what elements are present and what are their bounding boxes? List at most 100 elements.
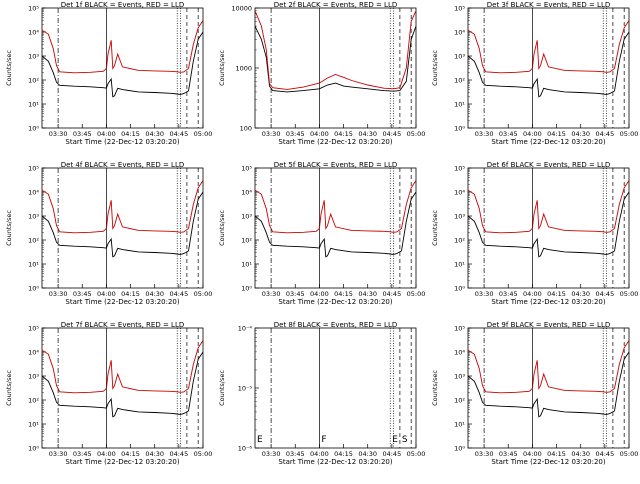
x-axis-label: Start Time (22-Dec-12 03:20:20) [491, 458, 605, 466]
events-series-line [42, 191, 203, 258]
y-tick-label: 10⁵ [28, 5, 39, 13]
det-panel-5: Det 5f BLACK = Events, RED = LLD 10⁰ 10¹ 10… [213, 160, 426, 320]
x-tick-label: 03:45 [286, 290, 305, 298]
events-series-line [42, 351, 203, 418]
x-tick-label: 04:15 [334, 450, 353, 458]
y-tick-label: 10³ [28, 373, 39, 381]
x-tick-label: 04:00 [97, 290, 116, 298]
x-axis-label: Start Time (22-Dec-12 03:20:20) [65, 458, 179, 466]
x-tick-label: 04:00 [310, 450, 329, 458]
y-tick-label: 10⁻⁶ [238, 445, 253, 453]
y-axis-label: Counts/sec [431, 370, 439, 406]
x-tick-label: 04:30 [145, 290, 164, 298]
x-tick-label: 03:30 [49, 130, 68, 138]
y-tick-label: 10⁰ [241, 285, 252, 293]
y-tick-label: 100 [240, 125, 252, 133]
y-tick-label: 10⁰ [28, 125, 39, 133]
x-tick-label: 03:30 [262, 450, 281, 458]
x-axis-label: Start Time (22-Dec-12 03:20:20) [278, 458, 392, 466]
y-tick-label: 10² [454, 397, 465, 405]
det-chart-svg: Det 8f BLACK = Events, RED = LLD 10⁻⁶ 10⁻⁵… [218, 321, 426, 466]
x-tick-label: 04:15 [547, 290, 566, 298]
y-tick-label: 1000 [235, 65, 252, 73]
det-chart-svg: Det 4f BLACK = Events, RED = LLD 10⁰ 10¹ 10… [5, 161, 212, 306]
y-tick-label: 10¹ [28, 421, 39, 429]
y-tick-label: 10¹ [241, 261, 252, 269]
x-tick-label: 03:30 [475, 450, 494, 458]
lld-series-line [42, 180, 203, 234]
y-tick-label: 10⁴ [454, 349, 465, 357]
y-tick-label: 10⁵ [454, 165, 465, 173]
plot-frame [467, 7, 630, 129]
plot-frame [254, 327, 417, 449]
x-tick-label: 04:45 [382, 130, 401, 138]
det-chart-svg: Det 9f BLACK = Events, RED = LLD 10⁰ 10¹ 10… [431, 321, 639, 466]
events-series-line [468, 31, 629, 98]
plot-frame [467, 327, 630, 449]
x-tick-label: 05:00 [620, 450, 639, 458]
x-tick-label: 05:00 [194, 450, 213, 458]
x-tick-label: 03:45 [73, 130, 92, 138]
x-tick-label: 04:45 [595, 130, 614, 138]
x-tick-label: 04:00 [523, 450, 542, 458]
chart-title: Det 5f BLACK = Events, RED = LLD [274, 161, 397, 169]
y-tick-label: 10⁴ [454, 189, 465, 197]
y-tick-label: 10¹ [454, 261, 465, 269]
y-tick-label: 10² [454, 77, 465, 85]
x-tick-label: 04:15 [121, 450, 140, 458]
x-tick-label: 04:00 [523, 130, 542, 138]
x-tick-label: 04:15 [121, 130, 140, 138]
x-tick-label: 03:30 [49, 450, 68, 458]
y-tick-label: 10³ [28, 53, 39, 61]
y-tick-label: 10⁴ [28, 349, 39, 357]
plot-frame [467, 167, 630, 289]
events-series-line [468, 351, 629, 418]
det-chart-svg: Det 7f BLACK = Events, RED = LLD 10⁰ 10¹ 10… [5, 321, 213, 466]
events-series-line [255, 191, 416, 258]
x-tick-label: 04:30 [358, 290, 377, 298]
x-tick-label: 04:00 [310, 130, 329, 138]
y-tick-label: 10⁻⁴ [238, 325, 253, 333]
x-axis-label: Start Time (22-Dec-12 03:20:20) [65, 138, 179, 146]
chart-title: Det 1f BLACK = Events, RED = LLD [61, 1, 184, 9]
y-tick-label: 10⁵ [28, 165, 39, 173]
chart-title: Det 9f BLACK = Events, RED = LLD [487, 321, 610, 329]
y-tick-label: 10² [28, 237, 39, 245]
det-chart-svg: Det 5f BLACK = Events, RED = LLD 10⁰ 10¹ 10… [218, 161, 425, 306]
event-marker-label: F [321, 435, 326, 445]
y-axis-label: Counts/sec [5, 50, 13, 86]
plot-frame [41, 7, 204, 129]
det-panel-4: Det 4f BLACK = Events, RED = LLD 10⁰ 10¹ 10… [0, 160, 213, 320]
x-axis-label: Start Time (22-Dec-12 03:20:20) [278, 298, 392, 306]
y-tick-label: 10⁰ [454, 445, 465, 453]
event-marker-label: S [402, 435, 408, 445]
x-axis-label: Start Time (22-Dec-12 03:20:20) [278, 138, 392, 146]
x-tick-label: 04:45 [382, 290, 401, 298]
chart-title: Det 7f BLACK = Events, RED = LLD [61, 321, 184, 329]
x-tick-label: 04:15 [547, 450, 566, 458]
y-tick-label: 10³ [454, 53, 465, 61]
x-tick-label: 04:45 [169, 450, 188, 458]
det-chart-svg: Det 3f BLACK = Events, RED = LLD 10⁰ 10¹ 10… [431, 1, 638, 146]
x-tick-label: 05:00 [407, 450, 426, 458]
y-tick-label: 10⁰ [28, 285, 39, 293]
lld-series-line [468, 180, 629, 234]
x-tick-label: 05:00 [620, 290, 639, 298]
y-tick-label: 10⁴ [28, 29, 39, 37]
x-tick-label: 05:00 [407, 130, 426, 138]
x-tick-label: 03:45 [286, 130, 305, 138]
x-tick-label: 04:30 [145, 130, 164, 138]
x-tick-label: 04:15 [121, 290, 140, 298]
event-marker-label: E [257, 435, 263, 445]
det-panel-6: Det 6f BLACK = Events, RED = LLD 10⁰ 10¹ 10… [426, 160, 639, 320]
x-tick-label: 04:00 [97, 130, 116, 138]
det-panel-1: Det 1f BLACK = Events, RED = LLD 10⁰ 10¹ 10… [0, 0, 213, 160]
lld-series-line [468, 20, 629, 74]
y-tick-label: 10⁰ [454, 285, 465, 293]
x-axis-label: Start Time (22-Dec-12 03:20:20) [491, 138, 605, 146]
y-tick-label: 10¹ [454, 421, 465, 429]
x-tick-label: 04:15 [334, 290, 353, 298]
x-tick-label: 03:30 [262, 130, 281, 138]
y-tick-label: 10¹ [28, 261, 39, 269]
